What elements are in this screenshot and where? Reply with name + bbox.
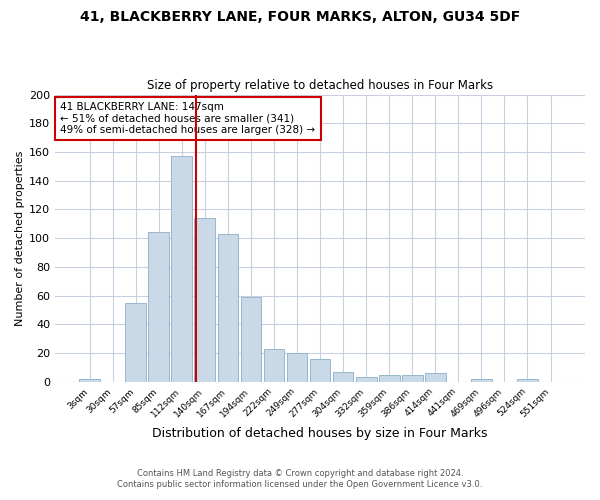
Bar — [333, 372, 353, 382]
Bar — [263, 348, 284, 382]
Bar — [425, 373, 446, 382]
Bar — [471, 379, 492, 382]
Bar — [218, 234, 238, 382]
Bar — [194, 218, 215, 382]
Bar — [125, 303, 146, 382]
Y-axis label: Number of detached properties: Number of detached properties — [15, 150, 25, 326]
Bar — [287, 353, 307, 382]
Bar — [356, 378, 377, 382]
Bar — [172, 156, 192, 382]
Title: Size of property relative to detached houses in Four Marks: Size of property relative to detached ho… — [147, 79, 493, 92]
Bar — [379, 374, 400, 382]
Bar — [402, 374, 422, 382]
X-axis label: Distribution of detached houses by size in Four Marks: Distribution of detached houses by size … — [152, 427, 488, 440]
Bar — [148, 232, 169, 382]
Text: 41, BLACKBERRY LANE, FOUR MARKS, ALTON, GU34 5DF: 41, BLACKBERRY LANE, FOUR MARKS, ALTON, … — [80, 10, 520, 24]
Text: Contains HM Land Registry data © Crown copyright and database right 2024.: Contains HM Land Registry data © Crown c… — [137, 468, 463, 477]
Text: 41 BLACKBERRY LANE: 147sqm
← 51% of detached houses are smaller (341)
49% of sem: 41 BLACKBERRY LANE: 147sqm ← 51% of deta… — [61, 102, 316, 135]
Bar — [310, 358, 331, 382]
Bar — [79, 379, 100, 382]
Bar — [517, 379, 538, 382]
Bar — [241, 297, 262, 382]
Text: Contains public sector information licensed under the Open Government Licence v3: Contains public sector information licen… — [118, 480, 482, 489]
